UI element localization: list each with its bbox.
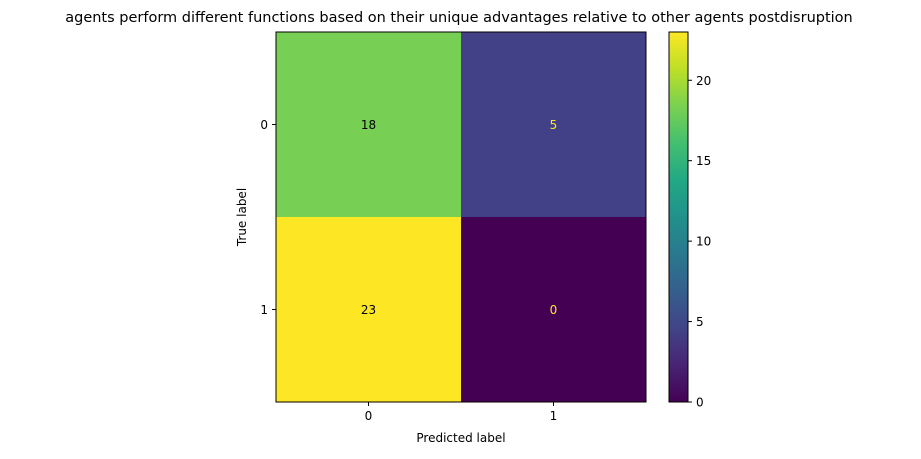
heatmap-cell-labels: 18 5 23 0	[361, 118, 557, 317]
colorbar-tick-label: 20	[696, 74, 711, 88]
heatmap-cell-r0-c1	[461, 32, 646, 217]
colorbar-tick-label: 10	[696, 235, 711, 249]
y-tick-label: 1	[260, 303, 268, 317]
y-axis-label: True label	[235, 188, 249, 247]
heatmap-cell-r0-c0	[276, 32, 461, 217]
x-axis-label: Predicted label	[416, 431, 505, 445]
cell-value-r1-c1: 0	[550, 303, 558, 317]
y-axis-ticks: 01	[260, 118, 276, 317]
cell-value-r1-c0: 23	[361, 303, 376, 317]
heatmap-cells	[276, 32, 646, 402]
x-tick-label: 0	[365, 409, 373, 423]
heatmap-frame	[275, 31, 647, 403]
colorbar-tick-label: 5	[696, 315, 704, 329]
cell-value-r0-c1: 5	[550, 118, 558, 132]
x-tick-label: 1	[550, 409, 558, 423]
heatmap-cell-r1-c0	[276, 217, 461, 402]
colorbar-ticks: 0 5 10 15 20	[688, 74, 711, 410]
chart-title: agents perform different functions based…	[65, 10, 853, 26]
cell-value-r0-c0: 18	[361, 118, 376, 132]
colorbar-tick-label: 0	[696, 396, 704, 410]
y-tick-label: 0	[260, 118, 268, 132]
heatmap-cell-r1-c1	[461, 217, 646, 402]
colorbar-tick-label: 15	[696, 154, 711, 168]
colorbar	[668, 31, 689, 403]
